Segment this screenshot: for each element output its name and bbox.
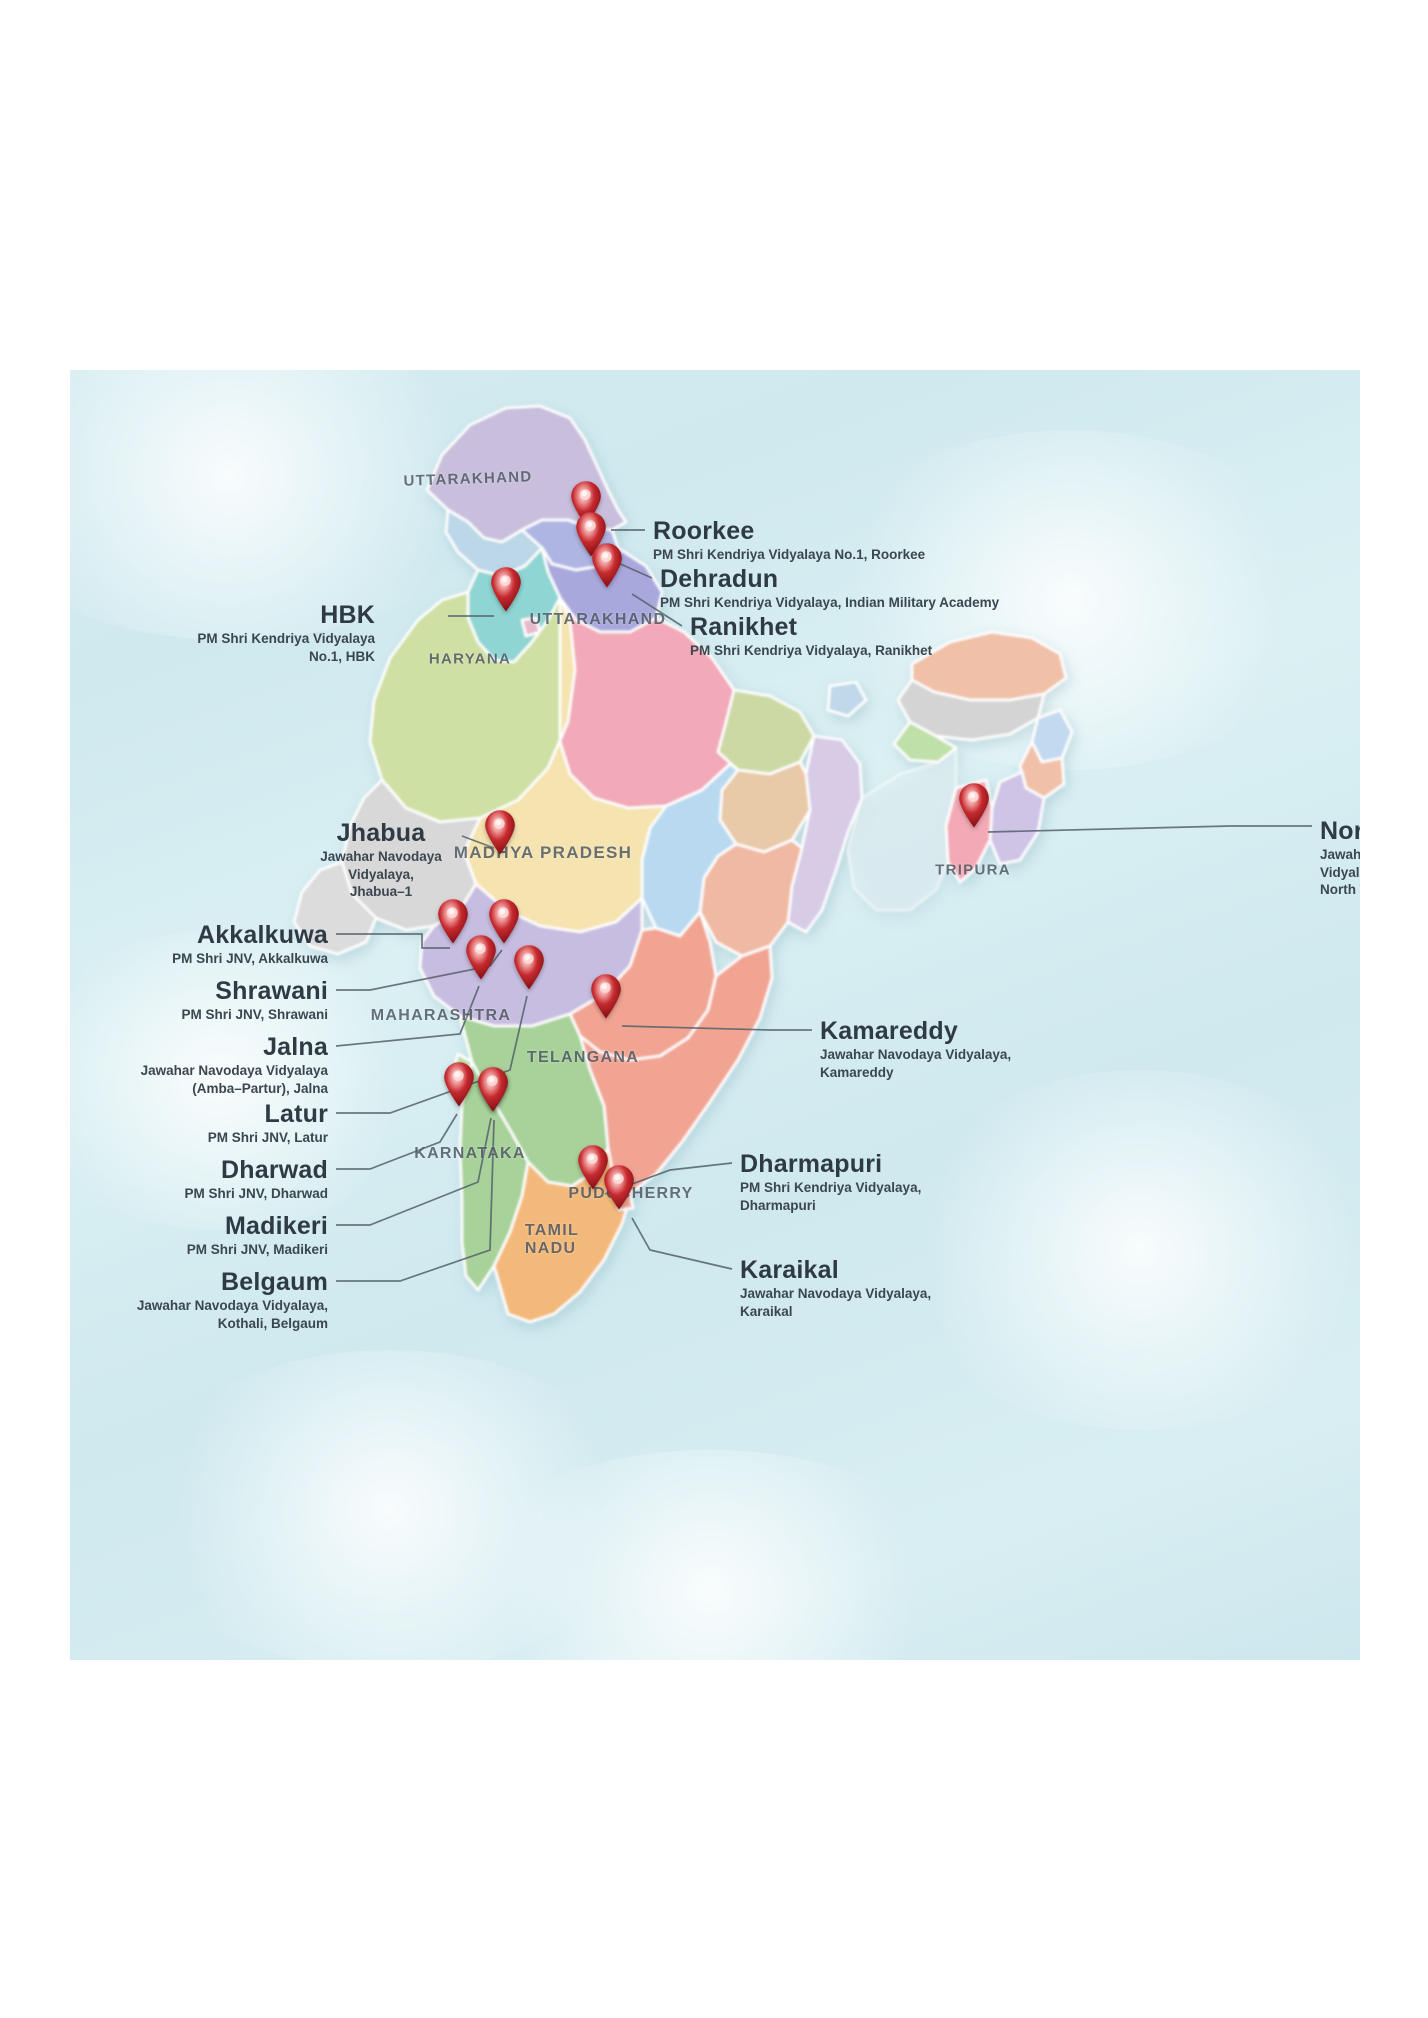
map-pin-north-tripura[interactable] — [957, 782, 991, 828]
callout-title-karaikal: Karaikal — [740, 1256, 839, 1284]
callout-subtitle-belgaum: Jawahar Navodaya Vidyalaya, Kothali, Bel… — [136, 1298, 328, 1331]
callout-title-north-tripura: North Tripura — [1320, 817, 1360, 845]
callout-title-jhabua: Jhabua — [336, 819, 426, 847]
leader-line-karaikal — [631, 1217, 733, 1270]
callout-title-dharmapuri: Dharmapuri — [740, 1150, 883, 1178]
state-label-haryana: HARYANA — [428, 650, 512, 668]
callout-dehradun[interactable]: Dehradun PM Shri Kendriya Vidyalaya, Indi… — [660, 566, 999, 612]
callout-title-ranikhet: Ranikhet — [690, 613, 798, 641]
leader-line-ranikhet — [631, 593, 683, 627]
callout-subtitle-jhabua: Jawahar Navodaya Vidyalaya, Jhabua–1 — [320, 849, 442, 900]
leader-line-akkalkuwa — [336, 933, 450, 949]
leader-line-north-tripura — [987, 825, 1312, 833]
leader-line-jalna — [335, 985, 480, 1047]
callout-madikeri[interactable]: Madikeri PM Shri JNV, Madikeri — [70, 1213, 328, 1259]
callout-subtitle-roorkee: PM Shri Kendriya Vidyalaya No.1, Roorkee — [653, 547, 926, 562]
state-label-maharashtra: MAHARASHTRA — [370, 1007, 512, 1024]
map-pin-akkalkuwa[interactable] — [436, 898, 470, 944]
map-pin-dharwad[interactable] — [442, 1061, 476, 1107]
callout-subtitle-jalna: Jawahar Navodaya Vidyalaya (Amba–Partur)… — [140, 1063, 328, 1096]
callout-dharmapuri[interactable]: Dharmapuri PM Shri Kendriya Vidyalaya, Dh… — [740, 1151, 921, 1214]
map-pin-jalna[interactable] — [464, 934, 498, 980]
india-map-figure: UTTARAKHAND HARYANA UTTARAKHAND MADHYA PRAD… — [70, 370, 1360, 1660]
callout-latur[interactable]: Latur PM Shri JNV, Latur — [70, 1101, 328, 1147]
callout-subtitle-latur: PM Shri JNV, Latur — [207, 1130, 328, 1145]
callout-shrawani[interactable]: Shrawani PM Shri JNV, Shrawani — [70, 978, 328, 1024]
callout-title-jalna: Jalna — [263, 1033, 328, 1061]
callout-subtitle-ranikhet: PM Shri Kendriya Vidyalaya, Ranikhet — [690, 643, 933, 658]
map-pin-dharmapuri[interactable] — [576, 1144, 610, 1190]
callout-title-shrawani: Shrawani — [215, 977, 328, 1005]
callout-subtitle-dehradun: PM Shri Kendriya Vidyalaya, Indian Milit… — [660, 595, 1000, 610]
map-pin-ranikhet[interactable] — [590, 542, 624, 588]
leader-line-kamareddy — [621, 1025, 812, 1031]
leader-line-madikeri — [336, 1117, 492, 1226]
callout-subtitle-north-tripura: Jawahar Navodaya Vidyalaya, North Tripur… — [1320, 847, 1360, 898]
state-label-madhya-pradesh: MADHYA PRADESH — [453, 843, 633, 862]
callout-ranikhet[interactable]: Ranikhet PM Shri Kendriya Vidyalaya, Rani… — [690, 614, 932, 660]
state-label-uttarakhand: UTTARAKHAND — [529, 611, 667, 628]
callout-title-dehradun: Dehradun — [660, 565, 779, 593]
state-label-tripura: TRIPURA — [935, 861, 1011, 879]
state-label-karnataka: KARNATAKA — [414, 1145, 526, 1162]
state-label-tamil-nadu: TAMIL NADU — [524, 1222, 580, 1257]
callout-subtitle-shrawani: PM Shri JNV, Shrawani — [181, 1007, 328, 1022]
callout-subtitle-kamareddy: Jawahar Navodaya Vidyalaya, Kamareddy — [820, 1047, 1012, 1080]
callout-title-latur: Latur — [264, 1100, 328, 1128]
map-pin-karaikal[interactable] — [602, 1164, 636, 1210]
callout-subtitle-dharmapuri: PM Shri Kendriya Vidyalaya, Dharmapuri — [740, 1180, 922, 1213]
callout-hbk[interactable]: HBK PM Shri Kendriya Vidyalaya No.1, HBK — [70, 602, 375, 665]
callout-karaikal[interactable]: Karaikal Jawahar Navodaya Vidyalaya, Kara… — [740, 1257, 931, 1320]
callout-jhabua[interactable]: Jhabua Jawahar Navodaya Vidyalaya, Jhabua… — [261, 820, 501, 901]
map-pin-jhabua[interactable] — [483, 809, 517, 855]
callout-subtitle-dharwad: PM Shri JNV, Dharwad — [184, 1186, 328, 1201]
callout-subtitle-akkalkuwa: PM Shri JNV, Akkalkuwa — [172, 951, 328, 966]
map-pin-shrawani[interactable] — [487, 898, 521, 944]
map-pin-latur[interactable] — [512, 944, 546, 990]
callout-title-kamareddy: Kamareddy — [820, 1017, 958, 1045]
map-pin-kamareddy[interactable] — [589, 973, 623, 1019]
callout-akkalkuwa[interactable]: Akkalkuwa PM Shri JNV, Akkalkuwa — [70, 922, 328, 968]
state-label-telangana: TELANGANA — [526, 1049, 640, 1066]
callout-belgaum[interactable]: Belgaum Jawahar Navodaya Vidyalaya, Kotha… — [70, 1269, 328, 1332]
leader-line-dharwad — [336, 1113, 458, 1170]
callout-subtitle-madikeri: PM Shri JNV, Madikeri — [186, 1242, 328, 1257]
map-pin-dehradun[interactable] — [574, 511, 608, 557]
callout-roorkee[interactable]: Roorkee PM Shri Kendriya Vidyalaya No.1, … — [653, 518, 925, 564]
leader-line-shrawani — [336, 949, 503, 991]
callout-title-belgaum: Belgaum — [221, 1268, 328, 1296]
callout-kamareddy[interactable]: Kamareddy Jawahar Navodaya Vidyalaya, Kam… — [820, 1018, 1011, 1081]
map-pin-hbk[interactable] — [489, 566, 523, 612]
callout-title-hbk: HBK — [320, 601, 375, 629]
callout-jalna[interactable]: Jalna Jawahar Navodaya Vidyalaya (Amba–Pa… — [70, 1034, 328, 1097]
leader-line-jhabua — [461, 835, 495, 849]
state-label-puducherry: PUDUCHERRY — [568, 1185, 694, 1202]
callout-title-madikeri: Madikeri — [224, 1212, 328, 1240]
callout-title-roorkee: Roorkee — [653, 517, 755, 545]
callout-subtitle-hbk: PM Shri Kendriya Vidyalaya No.1, HBK — [197, 631, 375, 664]
callout-title-dharwad: Dharwad — [221, 1156, 328, 1184]
callout-title-akkalkuwa: Akkalkuwa — [196, 921, 328, 949]
leader-line-dehradun — [615, 561, 653, 579]
callout-dharwad[interactable]: Dharwad PM Shri JNV, Dharwad — [70, 1157, 328, 1203]
callout-north-tripura[interactable]: North TripuraJawahar Navodaya Vidyalaya,… — [1320, 818, 1360, 899]
callout-subtitle-karaikal: Jawahar Navodaya Vidyalaya, Karaikal — [740, 1286, 932, 1319]
map-pin-belgaum[interactable] — [476, 1066, 510, 1112]
leader-line-belgaum — [336, 1119, 495, 1282]
